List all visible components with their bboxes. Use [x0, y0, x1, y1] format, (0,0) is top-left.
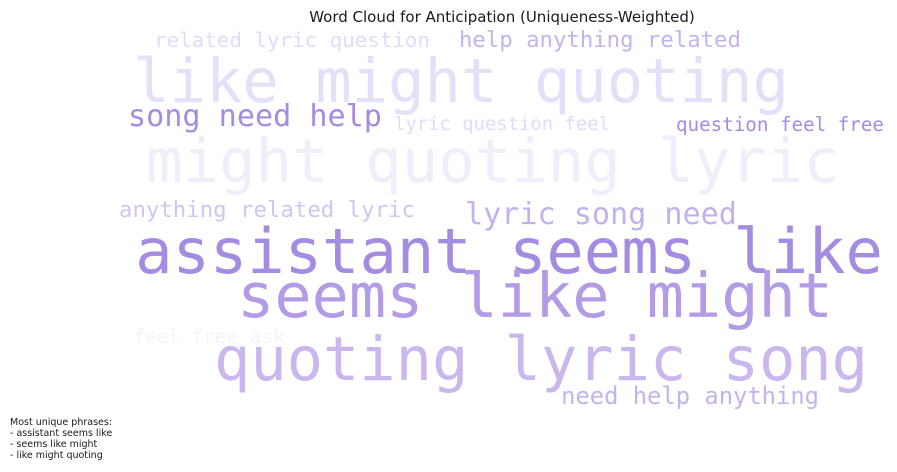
word-lyric-song-need: lyric song need	[465, 197, 737, 233]
word-need-help-anything: need help anything	[561, 381, 819, 410]
chart-title: Word Cloud for Anticipation (Uniqueness-…	[309, 8, 695, 26]
annotation-line: - seems like might	[10, 439, 98, 450]
word-lyric-question-feel: lyric question feel	[394, 113, 610, 136]
word-anything-related-lyric: anything related lyric	[119, 196, 415, 223]
unique-phrases-annotation: Most unique phrases: - assistant seems l…	[10, 417, 112, 461]
word-seems-like-might: seems like might	[237, 260, 833, 333]
word-quoting-lyric-song: quoting lyric song	[214, 325, 868, 396]
word-assistant-seems-like: assistant seems like	[135, 215, 883, 289]
word-question-feel-free: question feel free	[676, 113, 884, 137]
word-song-need-help: song need help	[128, 99, 382, 135]
word-like-might-quoting: like might quoting	[133, 47, 789, 118]
annotation-line: - like might quoting	[10, 450, 103, 461]
word-related-lyric-question: related lyric question	[154, 28, 430, 53]
annotation-heading: Most unique phrases:	[10, 417, 113, 428]
word-help-anything-related: help anything related	[459, 26, 741, 53]
word-might-quoting-lyric: might quoting lyric	[146, 127, 840, 197]
annotation-line: - assistant seems like	[10, 428, 113, 439]
word-feel-free-ask: feel free ask	[133, 325, 285, 349]
